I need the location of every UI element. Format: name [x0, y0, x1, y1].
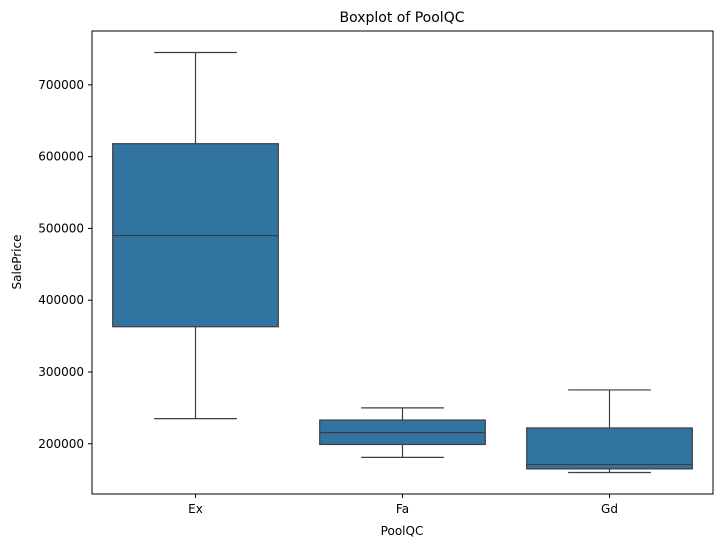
x-axis-label: PoolQC	[381, 524, 424, 538]
x-tick-label-gd: Gd	[601, 502, 618, 516]
y-tick-label-600000: 600000	[38, 150, 84, 164]
plot-area: 200000 300000 400000 500000 600000 700000 Ex Fa…	[38, 30, 714, 516]
chart-title: Boxplot of PoolQC	[339, 10, 464, 26]
y-tick-label-200000: 200000	[38, 437, 84, 451]
y-tick-label-400000: 400000	[38, 293, 84, 307]
y-axis-label: SalePrice	[10, 235, 24, 290]
x-tick-label-ex: Ex	[188, 502, 203, 516]
y-tick-label-300000: 300000	[38, 365, 84, 379]
y-tick-label-700000: 700000	[38, 78, 84, 92]
y-tick-label-500000: 500000	[38, 221, 84, 235]
x-tick-label-fa: Fa	[396, 502, 409, 516]
box-gd	[526, 427, 693, 470]
